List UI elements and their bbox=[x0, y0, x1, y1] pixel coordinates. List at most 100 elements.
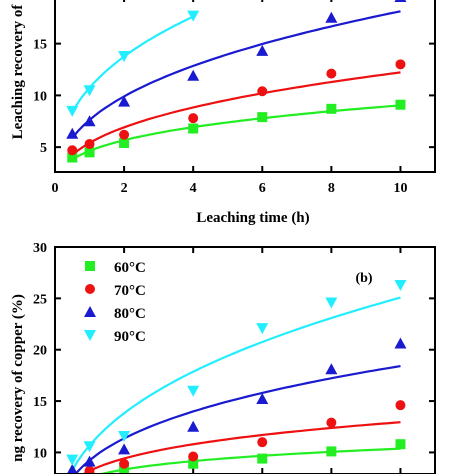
data-point-80C bbox=[187, 420, 200, 432]
data-point-60C bbox=[119, 464, 130, 474]
data-point-90C bbox=[187, 385, 200, 397]
panel-b-tag: (b) bbox=[355, 271, 372, 286]
data-point-70C bbox=[67, 145, 78, 156]
panel-b-y-axis-label: ng recovery of copper (%) bbox=[10, 294, 26, 462]
data-point-60C bbox=[84, 147, 95, 158]
legend-marker-80C bbox=[84, 306, 96, 317]
data-point-90C bbox=[66, 105, 79, 117]
data-point-90C bbox=[83, 441, 96, 453]
fit-curve-90C bbox=[71, 15, 194, 113]
data-point-80C bbox=[187, 69, 200, 81]
data-point-70C bbox=[84, 139, 95, 150]
panel-b: 10 15 20 25 30 ng recovery of copper (%) (b)… bbox=[10, 241, 436, 474]
data-point-80C bbox=[118, 95, 131, 107]
data-point-90C bbox=[118, 430, 131, 442]
data-point-80C bbox=[256, 44, 269, 56]
x-tick-label: 2 bbox=[121, 181, 128, 196]
fit-curve-90C bbox=[71, 296, 401, 471]
panel-b-ticks bbox=[54, 246, 435, 474]
panel-a-axes-frame bbox=[54, 0, 436, 173]
legend-label-80C: 80°C bbox=[114, 306, 146, 322]
legend-marker-90C bbox=[84, 330, 96, 341]
panel-a-x-axis-label: Leaching time (h) bbox=[196, 210, 309, 226]
x-tick-label: 8 bbox=[328, 181, 335, 196]
legend-item-70C: 70°C bbox=[85, 283, 146, 299]
y-tick-label: 5 bbox=[40, 141, 47, 156]
panel-a-y-axis-label: Leaching recovery of bbox=[10, 4, 26, 140]
data-point-70C bbox=[257, 437, 268, 448]
data-point-60C bbox=[119, 138, 130, 149]
panel-b-tick-labels: 10 15 20 25 30 bbox=[33, 241, 47, 461]
data-point-80C bbox=[256, 393, 269, 405]
x-tick-label: 6 bbox=[259, 181, 266, 196]
legend-item-60C: 60°C bbox=[85, 260, 146, 276]
data-point-90C bbox=[83, 85, 96, 97]
x-tick-label: 10 bbox=[393, 181, 407, 196]
x-tick-label: 0 bbox=[52, 181, 59, 196]
data-point-70C bbox=[326, 68, 337, 79]
data-point-80C bbox=[66, 127, 79, 139]
y-tick-label: 15 bbox=[33, 38, 47, 53]
panel-b-data-points bbox=[66, 280, 407, 474]
data-point-90C bbox=[394, 280, 407, 292]
y-tick-label: 20 bbox=[33, 344, 47, 359]
data-point-80C bbox=[325, 363, 338, 375]
data-point-80C bbox=[394, 0, 407, 3]
data-point-60C bbox=[395, 439, 406, 450]
data-point-90C bbox=[187, 10, 200, 22]
data-point-60C bbox=[67, 152, 78, 163]
y-tick-label: 15 bbox=[33, 395, 47, 410]
panel-b-legend: 60°C 70°C 80°C 90°C bbox=[84, 260, 146, 345]
data-point-70C bbox=[188, 451, 199, 462]
y-tick-label: 25 bbox=[33, 292, 47, 307]
fit-curve-70C bbox=[71, 71, 401, 156]
y-tick-label: 10 bbox=[33, 446, 47, 461]
data-point-70C bbox=[188, 113, 199, 124]
data-point-80C bbox=[394, 337, 407, 349]
data-point-70C bbox=[395, 59, 406, 70]
data-point-70C bbox=[119, 458, 130, 469]
fit-curve-80C bbox=[71, 10, 401, 139]
legend-marker-60C bbox=[85, 261, 95, 271]
x-tick-label: 4 bbox=[190, 181, 197, 196]
data-point-70C bbox=[84, 465, 95, 474]
fit-curve-80C bbox=[74, 365, 401, 474]
data-point-90C bbox=[66, 454, 79, 466]
panel-b-fit-curves bbox=[71, 296, 401, 474]
data-point-80C bbox=[83, 115, 96, 127]
data-point-80C bbox=[118, 443, 131, 455]
data-point-80C bbox=[83, 455, 96, 467]
panel-a-fit-curves bbox=[71, 10, 401, 161]
data-point-60C bbox=[395, 99, 406, 110]
panel-a-data-points bbox=[66, 0, 407, 163]
y-tick-label: 10 bbox=[33, 89, 47, 104]
data-point-90C bbox=[325, 297, 338, 309]
legend-item-90C: 90°C bbox=[84, 329, 146, 345]
data-point-60C bbox=[326, 446, 337, 457]
data-point-60C bbox=[257, 453, 268, 464]
legend-label-90C: 90°C bbox=[114, 329, 146, 345]
data-point-80C bbox=[325, 11, 338, 23]
panel-b-axes-frame bbox=[54, 246, 436, 474]
panel-a: 0 2 4 6 8 10 5 10 15 Leaching time (h) Leaching … bbox=[10, 0, 436, 226]
legend-label-70C: 70°C bbox=[114, 283, 146, 299]
data-point-80C bbox=[66, 463, 78, 474]
data-point-60C bbox=[188, 458, 199, 469]
legend-marker-70C bbox=[85, 284, 95, 294]
y-tick-label: 30 bbox=[33, 241, 47, 256]
data-point-70C bbox=[257, 86, 268, 97]
data-point-60C bbox=[326, 103, 337, 114]
panel-a-tick-labels: 0 2 4 6 8 10 5 10 15 bbox=[33, 38, 407, 196]
data-point-70C bbox=[326, 417, 337, 428]
data-point-70C bbox=[395, 400, 406, 411]
data-point-70C bbox=[119, 129, 130, 140]
legend-label-60C: 60°C bbox=[114, 260, 146, 276]
data-point-90C bbox=[256, 323, 269, 335]
data-point-60C bbox=[188, 123, 199, 134]
data-point-60C bbox=[257, 112, 268, 123]
legend-item-80C: 80°C bbox=[84, 306, 146, 322]
fit-curve-70C bbox=[81, 421, 401, 474]
panel-a-ticks bbox=[54, 0, 435, 172]
data-point-90C bbox=[118, 51, 131, 63]
